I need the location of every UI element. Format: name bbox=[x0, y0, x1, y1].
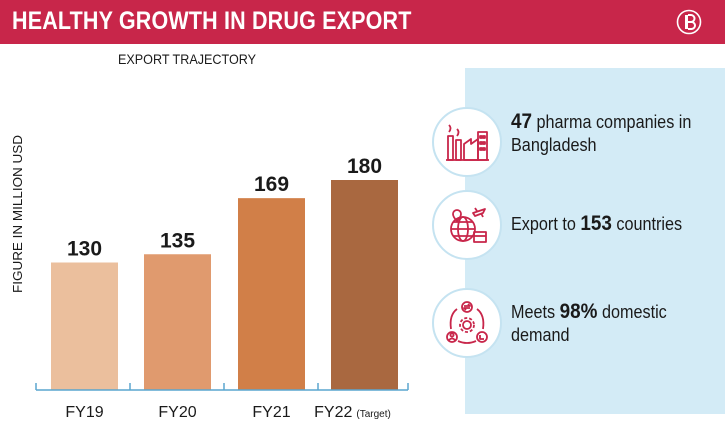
fact-icon-circle bbox=[432, 190, 502, 260]
chart-area: EXPORT TRAJECTORY FIGURE IN MILLION USD … bbox=[0, 44, 418, 425]
fact-value: 153 bbox=[580, 212, 612, 235]
fact-value: 47 bbox=[511, 110, 533, 133]
globe-export-icon bbox=[450, 207, 487, 243]
fact-text-companies: 47 pharma companies in Bangladesh bbox=[511, 110, 696, 157]
tick-label-fy22: FY22 (Target) bbox=[314, 404, 391, 421]
tick-note-fy22: (Target) bbox=[356, 409, 390, 420]
value-label-fy20: 135 bbox=[160, 229, 195, 252]
fact-value: 98% bbox=[559, 300, 598, 323]
factory-icon bbox=[446, 124, 489, 161]
value-label-fy21: 169 bbox=[254, 173, 289, 196]
tick-label-fy21: FY21 bbox=[252, 404, 290, 421]
value-label-fy22: 180 bbox=[347, 155, 382, 178]
fact-row-demand: Meets 98% domestic demand bbox=[418, 288, 725, 368]
fact-row-companies: 47 pharma companies in Bangladesh bbox=[418, 102, 725, 182]
tick-label-fy20: FY20 bbox=[158, 404, 196, 421]
value-label-fy19: 130 bbox=[67, 238, 102, 261]
header-bar: HEALTHY GROWTH IN DRUG EXPORT bbox=[0, 0, 725, 44]
bar-fy20 bbox=[144, 254, 211, 390]
facts-panel: 47 pharma companies in Bangladesh Export… bbox=[418, 44, 725, 425]
value-labels: 130 135 169 180 bbox=[67, 155, 382, 261]
fact-suffix: pharma companies in Bangladesh bbox=[511, 112, 692, 155]
fact-suffix: countries bbox=[611, 214, 683, 234]
chart-title: EXPORT TRAJECTORY bbox=[118, 51, 257, 67]
fact-icon-circle bbox=[432, 288, 502, 358]
cycle-demand-icon bbox=[446, 301, 488, 344]
bar-fy19 bbox=[51, 262, 118, 390]
x-axis-ticks bbox=[35, 383, 409, 390]
fact-suffix: domestic demand bbox=[511, 302, 667, 345]
bar-series bbox=[51, 180, 398, 390]
page-title: HEALTHY GROWTH IN DRUG EXPORT bbox=[12, 7, 412, 35]
bar-chart: EXPORT TRAJECTORY FIGURE IN MILLION USD … bbox=[10, 51, 409, 421]
publisher-logo-icon bbox=[676, 9, 702, 35]
fact-prefix: Meets bbox=[511, 302, 560, 322]
fact-prefix: Export to bbox=[511, 214, 581, 234]
fact-row-countries: Export to 153 countries bbox=[418, 190, 725, 270]
fact-icon-circle bbox=[432, 107, 502, 177]
x-axis-tick-labels: FY19 FY20 FY21 FY22 (Target) bbox=[65, 404, 390, 421]
facts-panel-background bbox=[465, 68, 725, 414]
bar-fy22 bbox=[331, 180, 398, 390]
y-axis-label: FIGURE IN MILLION USD bbox=[10, 135, 25, 293]
fact-text-countries: Export to 153 countries bbox=[511, 212, 696, 236]
bar-fy21 bbox=[238, 198, 305, 390]
fact-text-demand: Meets 98% domestic demand bbox=[511, 300, 696, 347]
tick-label-fy19: FY19 bbox=[65, 404, 103, 421]
